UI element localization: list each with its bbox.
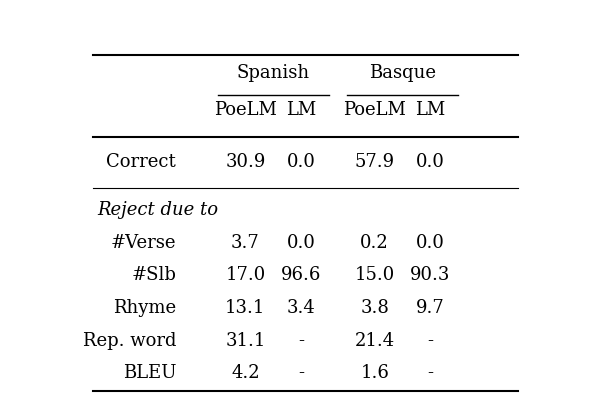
Text: Rhyme: Rhyme: [113, 299, 176, 317]
Text: #Slb: #Slb: [131, 266, 176, 284]
Text: -: -: [427, 364, 433, 382]
Text: Basque: Basque: [369, 64, 436, 82]
Text: PoeLM: PoeLM: [343, 101, 406, 119]
Text: 57.9: 57.9: [355, 153, 395, 171]
Text: LM: LM: [415, 101, 445, 119]
Text: -: -: [298, 332, 304, 349]
Text: Correct: Correct: [106, 153, 176, 171]
Text: 0.0: 0.0: [416, 234, 445, 252]
Text: LM: LM: [285, 101, 316, 119]
Text: 15.0: 15.0: [355, 266, 395, 284]
Text: 3.7: 3.7: [231, 234, 260, 252]
Text: -: -: [298, 364, 304, 382]
Text: 0.0: 0.0: [287, 153, 315, 171]
Text: #Verse: #Verse: [111, 234, 176, 252]
Text: 31.1: 31.1: [225, 332, 266, 349]
Text: 9.7: 9.7: [416, 299, 445, 317]
Text: Spanish: Spanish: [237, 64, 310, 82]
Text: 0.2: 0.2: [361, 234, 389, 252]
Text: 3.8: 3.8: [361, 299, 389, 317]
Text: 1.6: 1.6: [361, 364, 389, 382]
Text: Rep. word: Rep. word: [83, 332, 176, 349]
Text: PoeLM: PoeLM: [214, 101, 277, 119]
Text: 0.0: 0.0: [416, 153, 445, 171]
Text: 0.0: 0.0: [287, 234, 315, 252]
Text: 30.9: 30.9: [225, 153, 266, 171]
Text: 17.0: 17.0: [225, 266, 266, 284]
Text: 4.2: 4.2: [231, 364, 260, 382]
Text: 96.6: 96.6: [281, 266, 321, 284]
Text: 90.3: 90.3: [410, 266, 451, 284]
Text: -: -: [427, 332, 433, 349]
Text: 3.4: 3.4: [287, 299, 315, 317]
Text: 13.1: 13.1: [225, 299, 266, 317]
Text: Reject due to: Reject due to: [98, 201, 219, 219]
Text: BLEU: BLEU: [123, 364, 176, 382]
Text: 21.4: 21.4: [355, 332, 395, 349]
